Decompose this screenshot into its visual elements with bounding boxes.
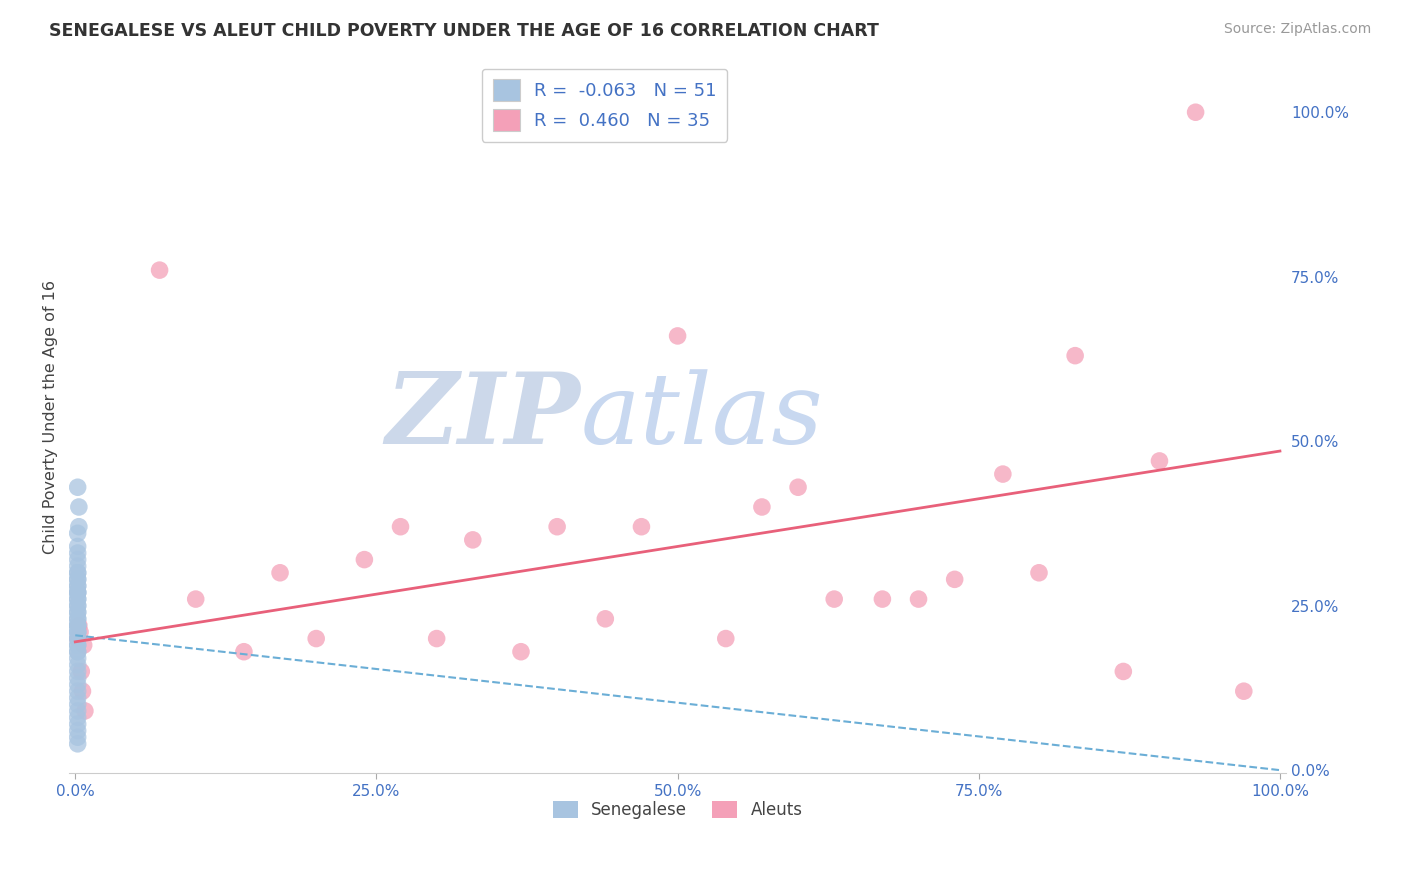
Point xyxy=(66,710,89,724)
Point xyxy=(66,605,89,619)
Point xyxy=(630,519,652,533)
Point xyxy=(66,526,89,541)
Point xyxy=(1233,684,1256,698)
Point xyxy=(69,624,91,639)
Point xyxy=(907,592,929,607)
Point xyxy=(73,638,96,652)
Point xyxy=(66,704,89,718)
Point xyxy=(66,618,89,632)
Point xyxy=(67,618,90,632)
Point xyxy=(66,546,89,560)
Point xyxy=(66,624,89,639)
Point xyxy=(66,690,89,705)
Point xyxy=(184,592,207,607)
Point xyxy=(66,612,89,626)
Point xyxy=(66,559,89,574)
Point xyxy=(66,585,89,599)
Point xyxy=(510,645,533,659)
Point xyxy=(66,632,89,646)
Point xyxy=(787,480,810,494)
Point xyxy=(66,632,89,646)
Point xyxy=(751,500,773,514)
Point xyxy=(67,519,90,533)
Point xyxy=(66,618,89,632)
Point xyxy=(66,572,89,586)
Point xyxy=(1112,665,1135,679)
Point xyxy=(269,566,291,580)
Point xyxy=(943,572,966,586)
Point xyxy=(66,480,89,494)
Text: SENEGALESE VS ALEUT CHILD POVERTY UNDER THE AGE OF 16 CORRELATION CHART: SENEGALESE VS ALEUT CHILD POVERTY UNDER … xyxy=(49,22,879,40)
Point xyxy=(66,566,89,580)
Point xyxy=(546,519,568,533)
Point xyxy=(66,684,89,698)
Text: Source: ZipAtlas.com: Source: ZipAtlas.com xyxy=(1223,22,1371,37)
Point xyxy=(66,618,89,632)
Point xyxy=(73,704,96,718)
Point xyxy=(66,599,89,613)
Point xyxy=(72,684,94,698)
Point xyxy=(1184,105,1206,120)
Point xyxy=(66,737,89,751)
Point xyxy=(66,592,89,607)
Point xyxy=(353,552,375,566)
Point xyxy=(66,540,89,554)
Point xyxy=(66,731,89,745)
Point xyxy=(66,579,89,593)
Point xyxy=(66,638,89,652)
Point xyxy=(149,263,172,277)
Point xyxy=(66,717,89,731)
Point xyxy=(66,552,89,566)
Point xyxy=(389,519,412,533)
Point xyxy=(305,632,328,646)
Point xyxy=(66,605,89,619)
Point xyxy=(66,645,89,659)
Point xyxy=(66,671,89,685)
Point xyxy=(66,624,89,639)
Point xyxy=(66,651,89,665)
Point xyxy=(426,632,449,646)
Point xyxy=(232,645,254,659)
Point xyxy=(66,585,89,599)
Point xyxy=(70,665,93,679)
Point xyxy=(67,500,90,514)
Y-axis label: Child Poverty Under the Age of 16: Child Poverty Under the Age of 16 xyxy=(44,279,58,554)
Point xyxy=(666,329,689,343)
Point xyxy=(1028,566,1050,580)
Text: atlas: atlas xyxy=(581,369,823,464)
Point xyxy=(66,624,89,639)
Point xyxy=(991,467,1014,481)
Point xyxy=(1064,349,1087,363)
Point xyxy=(66,665,89,679)
Point xyxy=(66,585,89,599)
Point xyxy=(66,698,89,712)
Point xyxy=(461,533,484,547)
Point xyxy=(595,612,617,626)
Point xyxy=(66,657,89,672)
Point xyxy=(66,632,89,646)
Point xyxy=(66,566,89,580)
Legend: Senegalese, Aleuts: Senegalese, Aleuts xyxy=(546,794,808,826)
Point xyxy=(714,632,737,646)
Point xyxy=(66,678,89,692)
Point xyxy=(823,592,845,607)
Point xyxy=(66,572,89,586)
Text: ZIP: ZIP xyxy=(385,368,581,465)
Point xyxy=(66,638,89,652)
Point xyxy=(66,723,89,738)
Point xyxy=(66,592,89,607)
Point xyxy=(1149,454,1171,468)
Point xyxy=(66,645,89,659)
Point xyxy=(66,579,89,593)
Point xyxy=(872,592,894,607)
Point xyxy=(66,612,89,626)
Point xyxy=(66,599,89,613)
